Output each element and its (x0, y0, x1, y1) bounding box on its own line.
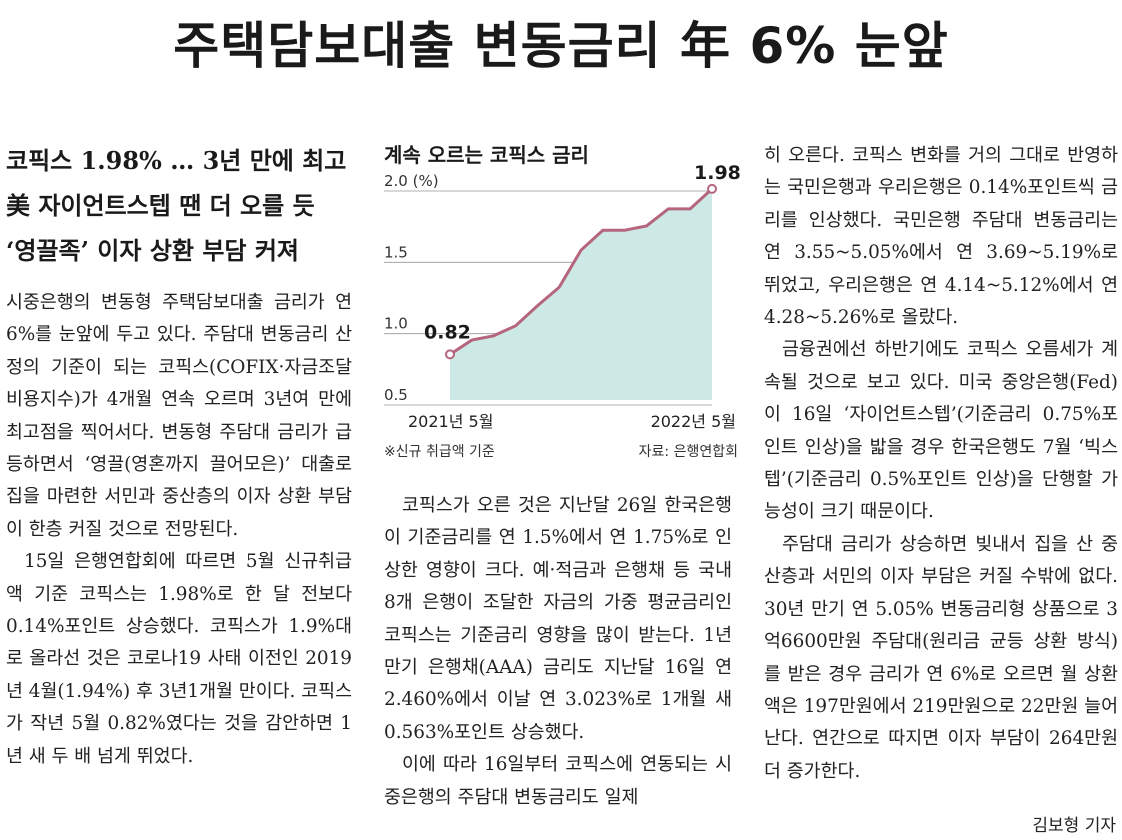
article-body-left: 시중은행의 변동형 주택담보대출 금리가 연 6%를 눈앞에 두고 있다. 주담… (6, 287, 352, 773)
data-label-last: 1.98 (694, 162, 740, 184)
column-right: 히 오른다. 코픽스 변화를 거의 그대로 반영하는 국민은행과 우리은행은 0… (764, 140, 1118, 788)
y-tick-label: 2.0 (%) (384, 172, 439, 190)
x-tick-label: 2022년 5월 (651, 412, 736, 431)
paragraph: 이에 따라 16일부터 코픽스에 연동되는 시중은행의 주담대 변동금리도 일제 (384, 754, 732, 808)
paragraph: 시중은행의 변동형 주택담보대출 금리가 연 6%를 눈앞에 두고 있다. 주담… (6, 292, 352, 540)
byline: 김보형 기자 (1032, 816, 1116, 836)
chart-svg: 계속 오르는 코픽스 금리 2.0 (%) 1.5 1.0 0.5 0.82 1.98 20… (384, 143, 740, 460)
paragraph: 코픽스가 오른 것은 지난달 26일 한국은행이 기준금리를 연 1.5%에서 … (384, 495, 732, 743)
data-point-first (445, 349, 455, 360)
paragraph: 주담대 금리가 상승하면 빚내서 집을 산 중산층과 서민의 이자 부담은 커질… (764, 533, 1118, 782)
chart-note: ※신규 취급액 기준 (384, 444, 495, 460)
paragraph: 히 오른다. 코픽스 변화를 거의 그대로 반영하는 국민은행과 우리은행은 0… (764, 145, 1118, 329)
series-line (449, 187, 714, 356)
subheadline-line-3: ‘영끌족’ 이자 상환 부담 커져 (6, 236, 300, 265)
column-left: 코픽스 1.98% … 3년 만에 최고 美 자이언트스텝 땐 더 오를 듯 ‘… (6, 138, 352, 773)
y-tick-label: 1.5 (384, 243, 408, 261)
subheadline-line-1: 코픽스 1.98% … 3년 만에 최고 (6, 146, 347, 175)
paragraph: 금융권에선 하반기에도 코픽스 오름세가 계속될 것으로 보고 있다. 미국 중… (764, 339, 1118, 523)
paragraph: 15일 은행연합회에 따르면 5월 신규취급액 기준 코픽스는 1.98%로 한… (6, 551, 352, 767)
headline: 주택담보대출 변동금리 年 6% 눈앞 (173, 17, 949, 75)
chart-source: 자료: 은행연합회 (639, 444, 738, 460)
column-middle: 코픽스가 오른 것은 지난달 26일 한국은행이 기준금리를 연 1.5%에서 … (384, 490, 732, 814)
area-fill (450, 188, 712, 400)
y-tick-label: 1.0 (384, 315, 408, 333)
data-label-first: 0.82 (424, 321, 471, 343)
subheadline-line-2: 美 자이언트스텝 땐 더 오를 듯 (6, 191, 315, 220)
subheadline: 코픽스 1.98% … 3년 만에 최고 美 자이언트스텝 땐 더 오를 듯 ‘… (6, 138, 352, 273)
data-point-last (707, 183, 717, 194)
x-tick-label: 2021년 5월 (408, 412, 493, 431)
cofix-chart: 계속 오르는 코픽스 금리 2.0 (%) 1.5 1.0 0.5 0.82 1.98 20… (384, 140, 740, 470)
chart-title: 계속 오르는 코픽스 금리 (384, 143, 589, 167)
y-tick-label: 0.5 (384, 386, 408, 404)
